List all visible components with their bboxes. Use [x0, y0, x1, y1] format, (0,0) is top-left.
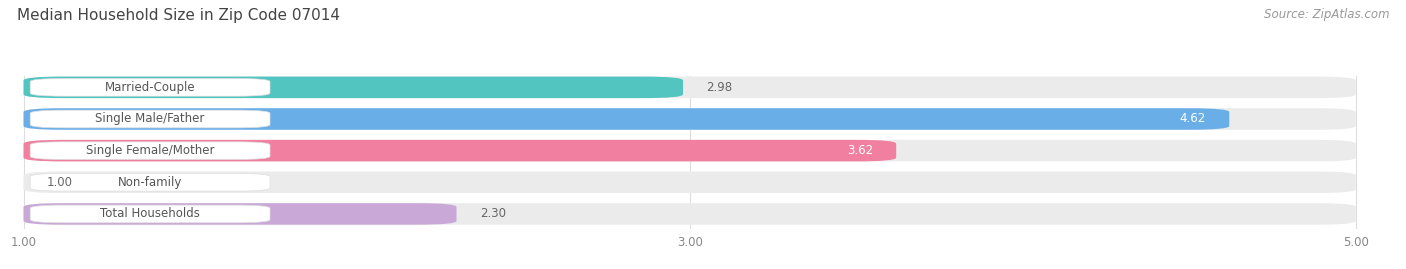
Text: Total Households: Total Households	[100, 207, 200, 220]
FancyBboxPatch shape	[24, 108, 1229, 130]
Text: Median Household Size in Zip Code 07014: Median Household Size in Zip Code 07014	[17, 8, 340, 23]
FancyBboxPatch shape	[24, 140, 1355, 161]
FancyBboxPatch shape	[30, 110, 270, 128]
Text: Non-family: Non-family	[118, 176, 183, 189]
Text: Single Female/Mother: Single Female/Mother	[86, 144, 214, 157]
FancyBboxPatch shape	[30, 205, 270, 223]
FancyBboxPatch shape	[24, 172, 1355, 193]
FancyBboxPatch shape	[24, 203, 1355, 225]
Text: 2.98: 2.98	[706, 81, 733, 94]
FancyBboxPatch shape	[24, 77, 1355, 98]
FancyBboxPatch shape	[30, 79, 270, 96]
Text: 1.00: 1.00	[46, 176, 73, 189]
Text: 3.62: 3.62	[846, 144, 873, 157]
FancyBboxPatch shape	[24, 77, 683, 98]
Text: Married-Couple: Married-Couple	[105, 81, 195, 94]
FancyBboxPatch shape	[30, 174, 270, 191]
FancyBboxPatch shape	[24, 203, 457, 225]
FancyBboxPatch shape	[30, 142, 270, 160]
Text: Source: ZipAtlas.com: Source: ZipAtlas.com	[1264, 8, 1389, 21]
FancyBboxPatch shape	[24, 140, 896, 161]
Text: 4.62: 4.62	[1180, 112, 1206, 126]
Text: Single Male/Father: Single Male/Father	[96, 112, 205, 126]
FancyBboxPatch shape	[24, 108, 1355, 130]
Text: 2.30: 2.30	[479, 207, 506, 220]
